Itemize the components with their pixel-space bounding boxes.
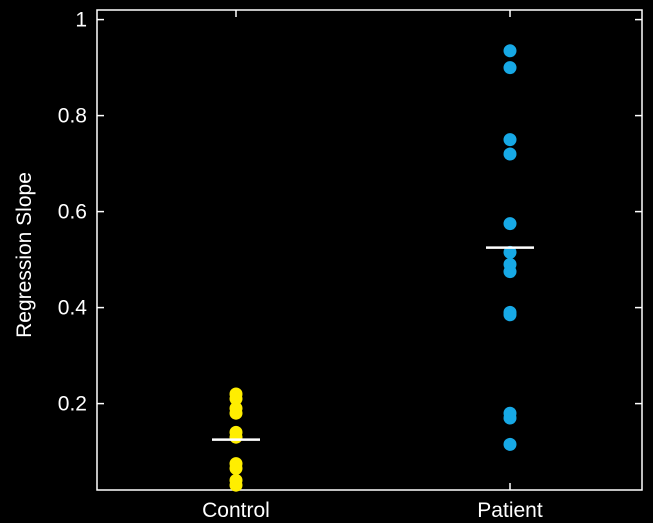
plot-frame	[96, 9, 643, 491]
data-point	[503, 147, 517, 161]
x-tick-label: Patient	[477, 499, 543, 522]
data-point	[503, 44, 517, 58]
data-point	[503, 217, 517, 231]
y-tick-label: 1	[75, 9, 87, 32]
data-point	[503, 308, 517, 322]
data-marks	[212, 44, 534, 492]
data-point	[503, 133, 517, 147]
y-tick-label: 0.8	[58, 105, 87, 128]
data-point	[503, 411, 517, 425]
data-point	[503, 61, 517, 75]
x-tick-label: Control	[202, 499, 270, 522]
data-point	[229, 406, 243, 420]
series-patient	[486, 44, 534, 451]
data-point	[503, 245, 517, 259]
y-tick-label: 0.4	[58, 297, 88, 320]
data-point	[229, 430, 243, 444]
data-point	[229, 478, 243, 492]
data-point	[503, 265, 517, 279]
data-point	[229, 392, 243, 406]
series-control	[212, 387, 260, 492]
data-point	[503, 437, 517, 451]
y-tick-label: 0.6	[58, 201, 87, 224]
y-axis-label: Regression Slope	[13, 172, 36, 338]
axes: 0.2 0.4 0.6 0.8 1 Control Patient	[58, 9, 643, 522]
y-tick-label: 0.2	[58, 393, 87, 416]
data-point	[229, 461, 243, 475]
